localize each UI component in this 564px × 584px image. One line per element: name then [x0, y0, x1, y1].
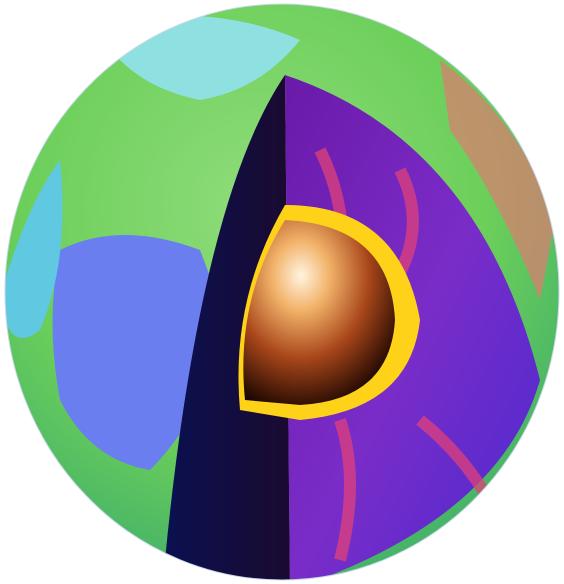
globe-outline: [4, 3, 560, 581]
mountains: [440, 60, 555, 300]
globe: [5, 4, 559, 580]
ocean-west: [5, 160, 63, 338]
inner-core: [243, 220, 395, 405]
cut-wall: [165, 75, 290, 580]
arctic: [120, 15, 300, 100]
